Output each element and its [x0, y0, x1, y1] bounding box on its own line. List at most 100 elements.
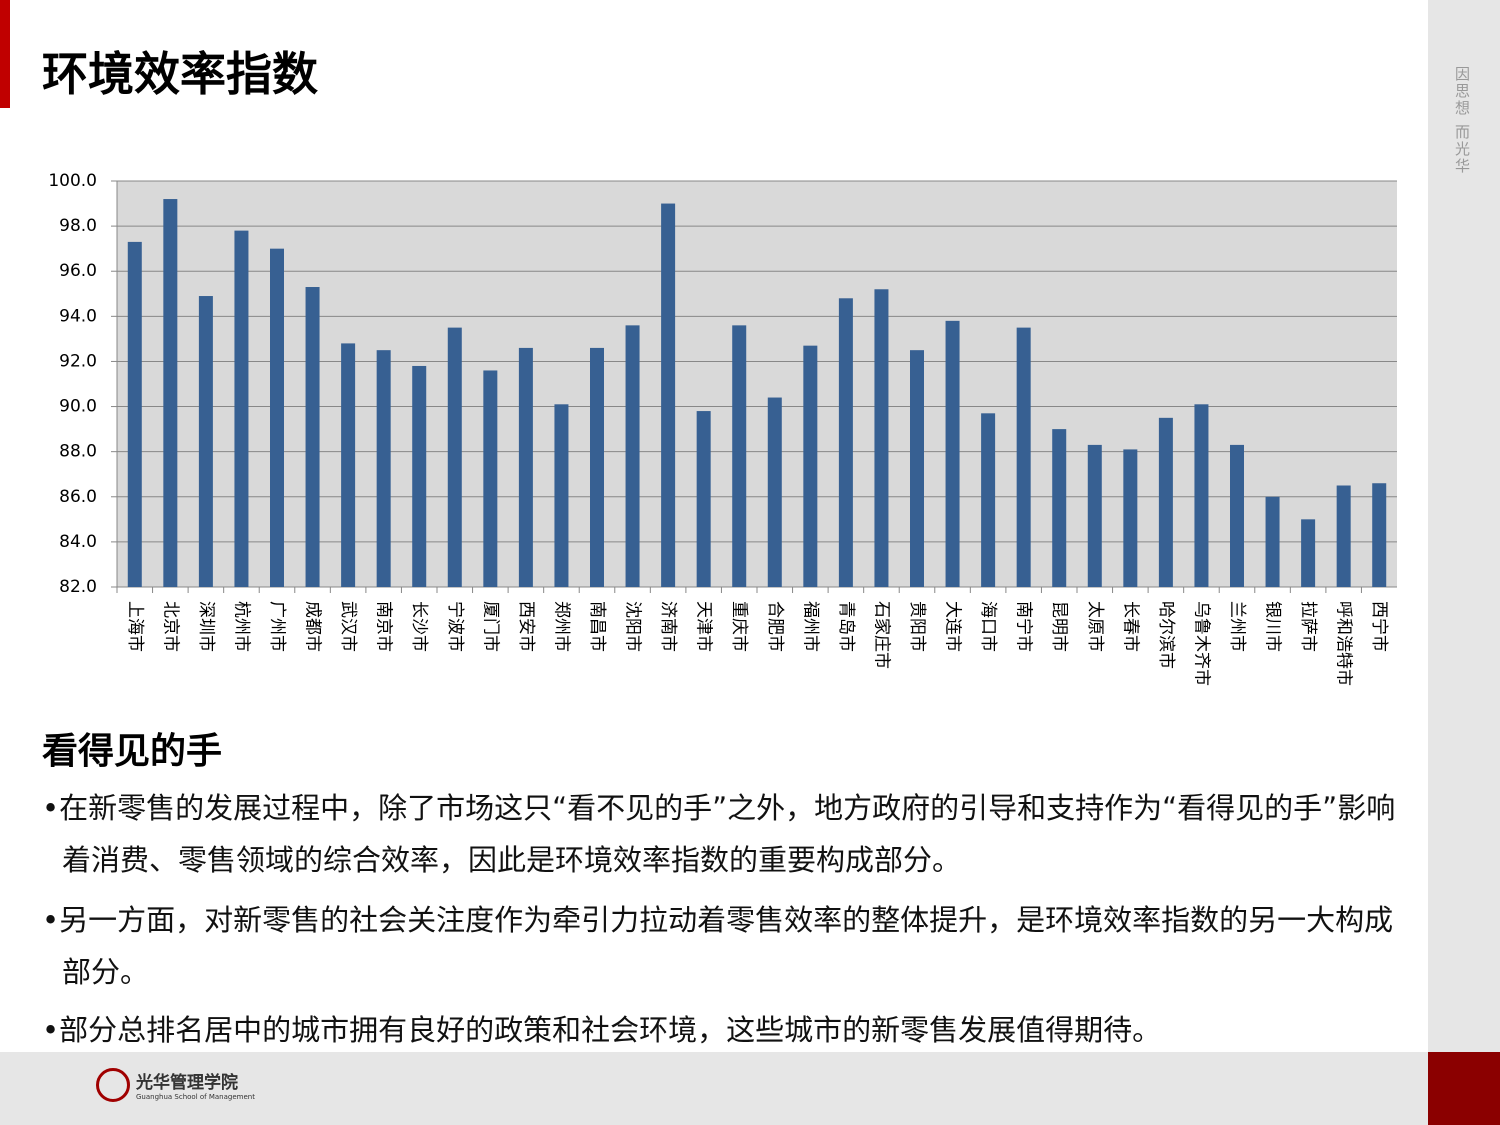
bar	[305, 287, 320, 587]
bar	[767, 397, 782, 587]
bullet: •另一方面，对新零售的社会关注度作为牵引力拉动着零售效率的整体提升，是环境效率指…	[42, 903, 1394, 989]
x-tick-label: 太原市	[1085, 601, 1105, 652]
bar	[1372, 483, 1387, 587]
bar	[803, 345, 818, 587]
y-tick-label: 98.0	[59, 216, 97, 236]
y-tick-label: 82.0	[59, 577, 97, 597]
y-tick-label: 90.0	[59, 397, 97, 417]
y-tick-label: 86.0	[59, 487, 97, 507]
x-tick-label: 成都市	[303, 601, 323, 652]
section-heading: 看得见的手	[42, 731, 223, 772]
bar	[1336, 485, 1351, 587]
x-tick-label: 拉萨市	[1298, 601, 1318, 652]
bar	[945, 320, 960, 587]
bar	[127, 241, 142, 587]
bar	[1230, 444, 1244, 587]
bar	[590, 347, 604, 587]
y-tick-label: 94.0	[59, 306, 97, 326]
x-tick-label: 宁波市	[445, 601, 465, 652]
x-tick-label: 天津市	[694, 601, 714, 652]
bar	[483, 370, 498, 587]
x-tick-label: 深圳市	[196, 601, 216, 652]
bar	[732, 325, 747, 587]
bar	[518, 347, 533, 587]
x-tick-label: 呼和浩特市	[1334, 601, 1354, 686]
x-tick-label: 郑州市	[551, 601, 571, 652]
logo-emblem	[96, 1068, 130, 1102]
bar	[661, 203, 676, 588]
bar	[447, 327, 462, 587]
bar	[1194, 404, 1209, 587]
bullet: •在新零售的发展过程中，除了市场这只“看不见的手”之外，地方政府的引导和支持作为…	[42, 791, 1396, 877]
bar	[1265, 496, 1280, 587]
footer-accent	[1428, 1052, 1500, 1125]
footer	[0, 1052, 1428, 1125]
x-tick-label: 南宁市	[1014, 601, 1034, 652]
x-tick-label: 哈尔滨市	[1156, 601, 1176, 669]
x-tick-label: 武汉市	[338, 601, 358, 652]
y-tick-label: 92.0	[59, 351, 97, 371]
x-tick-label: 杭州市	[231, 601, 251, 652]
bar	[910, 350, 924, 587]
bullet-text: 另一方面，对新零售的社会关注度作为牵引力拉动着零售效率的整体提升，是环境效率指数…	[59, 903, 1394, 989]
x-tick-label: 青岛市	[836, 601, 856, 652]
chart: 82.0 84.0 86.0 88.0 90.0 92.0 94.0 96.0 98.0 100.…	[48, 171, 1397, 686]
x-tick-label: 南京市	[374, 601, 394, 652]
logo-cn: 光华管理学院	[136, 1073, 238, 1093]
x-tick-label: 重庆市	[729, 601, 749, 652]
bar	[838, 298, 853, 587]
bar	[1052, 429, 1067, 587]
y-tick-label: 88.0	[59, 442, 97, 462]
bar	[1301, 519, 1316, 587]
x-tick-label: 兰州市	[1227, 601, 1247, 652]
bar	[234, 230, 249, 587]
bullet-text: 在新零售的发展过程中，除了市场这只“看不见的手”之外，地方政府的引导和支持作为“…	[59, 791, 1396, 877]
side-strip	[1428, 0, 1500, 1052]
x-tick-label: 贵阳市	[907, 601, 927, 652]
accent-bar	[0, 0, 10, 108]
x-tick-label: 北京市	[160, 601, 180, 652]
bullet: •部分总排名居中的城市拥有良好的政策和社会环境，这些城市的新零售发展值得期待。	[42, 1013, 1162, 1047]
x-tick-label: 西安市	[516, 601, 536, 652]
slide-title: 环境效率指数	[42, 47, 318, 101]
x-tick-label: 厦门市	[480, 601, 500, 652]
x-tick-label: 广州市	[267, 601, 287, 652]
x-tick-label: 福州市	[800, 601, 820, 652]
x-tick-label: 南昌市	[587, 601, 607, 652]
x-tick-label: 合肥市	[765, 601, 785, 652]
plot-area	[117, 181, 1397, 587]
bar	[1016, 327, 1031, 587]
x-tick-label: 乌鲁木齐市	[1191, 601, 1211, 686]
side-text: 因思想 而光华	[1453, 66, 1471, 175]
x-tick-label: 昆明市	[1049, 601, 1069, 652]
x-tick-label: 大连市	[943, 601, 963, 652]
logo-en: Guanghua School of Management	[136, 1093, 255, 1101]
bar	[376, 350, 391, 587]
bar	[874, 289, 889, 587]
y-tick-label: 100.0	[48, 171, 97, 191]
bullet-text: 部分总排名居中的城市拥有良好的政策和社会环境，这些城市的新零售发展值得期待。	[59, 1013, 1162, 1047]
bar	[163, 199, 178, 588]
x-tick-label: 西宁市	[1369, 601, 1389, 652]
bar	[1087, 444, 1102, 587]
bar	[1123, 449, 1138, 587]
bar	[554, 404, 569, 587]
bar	[625, 325, 640, 587]
bar	[198, 296, 213, 587]
bar	[412, 365, 427, 587]
bar	[1158, 417, 1173, 587]
x-tick-label: 长春市	[1120, 601, 1140, 652]
x-tick-label: 济南市	[658, 601, 678, 652]
y-tick-label: 96.0	[59, 261, 97, 281]
bar	[341, 343, 356, 587]
bar	[270, 248, 284, 587]
x-tick-label: 海口市	[978, 601, 998, 652]
bar	[981, 413, 996, 587]
y-tick-label: 84.0	[59, 532, 97, 552]
x-tick-label: 长沙市	[409, 601, 429, 652]
x-tick-label: 石家庄市	[871, 601, 891, 669]
bar	[696, 411, 711, 587]
x-tick-label: 沈阳市	[623, 601, 643, 652]
x-tick-label: 上海市	[125, 601, 145, 652]
